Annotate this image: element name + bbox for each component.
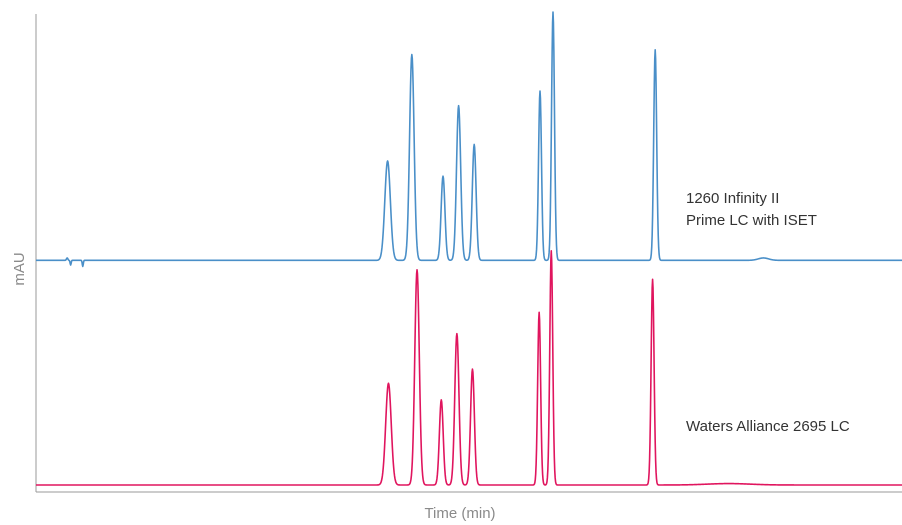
series-label-1-line-2: Prime LC with ISET — [686, 212, 817, 229]
traces-group — [35, 11, 902, 486]
series-label-2-line-1: Waters Alliance 2695 LC — [686, 418, 850, 435]
y-axis-label: mAU — [11, 252, 28, 285]
series-label-1-line-1: 1260 Infinity II — [686, 190, 779, 207]
series-line-2 — [35, 250, 902, 486]
series-line-1 — [35, 11, 902, 268]
series-labels-group: 1260 Infinity II Prime LC with ISET Waters… — [686, 190, 850, 435]
x-axis-label: Time (min) — [424, 505, 495, 522]
